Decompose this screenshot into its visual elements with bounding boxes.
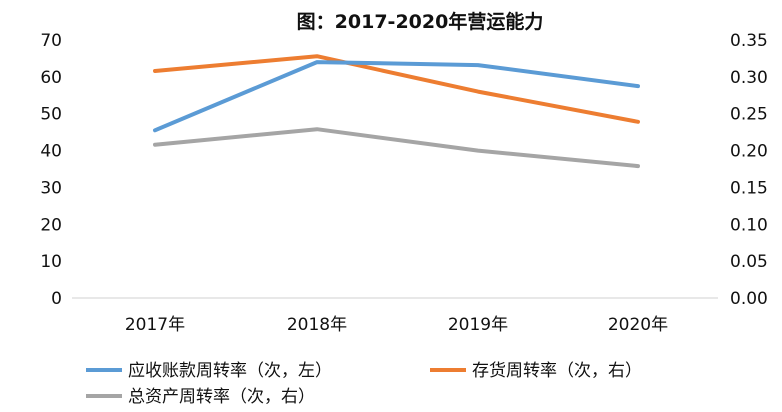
y-axis-left: 0 10 20 30 40 50 60 70 xyxy=(40,31,62,309)
series-line xyxy=(153,60,640,133)
legend-label: 总资产周转率（次，右） xyxy=(128,387,315,407)
y-left-tick-label: 50 xyxy=(40,105,62,125)
x-tick-label: 2019年 xyxy=(448,315,508,335)
y-left-tick-label: 10 xyxy=(40,252,62,272)
y-right-tick-label: 0.15 xyxy=(730,178,768,198)
x-tick-label: 2018年 xyxy=(287,315,347,335)
y-left-tick-label: 0 xyxy=(51,289,62,309)
series-line xyxy=(153,127,640,169)
y-right-tick-label: 0.20 xyxy=(730,142,768,162)
y-right-tick-label: 0.05 xyxy=(730,252,768,272)
x-axis: 2017年 2018年 2019年 2020年 xyxy=(125,315,668,335)
plot-area xyxy=(153,54,640,169)
y-right-tick-label: 0.35 xyxy=(730,31,768,51)
y-right-tick-label: 0.30 xyxy=(730,68,768,88)
legend-label: 存货周转率（次，右） xyxy=(472,361,642,381)
chart-title: 图：2017-2020年营运能力 xyxy=(297,10,544,33)
x-tick-label: 2020年 xyxy=(608,315,668,335)
y-left-tick-label: 20 xyxy=(40,215,62,235)
y-left-tick-label: 40 xyxy=(40,142,62,162)
y-left-tick-label: 70 xyxy=(40,31,62,51)
y-right-tick-label: 0.10 xyxy=(730,215,768,235)
y-right-tick-label: 0.00 xyxy=(730,289,768,309)
legend: 应收账款周转率（次，左） 存货周转率（次，右） 总资产周转率（次，右） xyxy=(86,361,642,407)
x-tick-label: 2017年 xyxy=(125,315,185,335)
series-line xyxy=(153,54,640,124)
y-right-tick-label: 0.25 xyxy=(730,105,768,125)
y-left-tick-label: 30 xyxy=(40,178,62,198)
y-left-tick-label: 60 xyxy=(40,68,62,88)
y-axis-right: 0.00 0.05 0.10 0.15 0.20 0.25 0.30 0.35 xyxy=(730,31,768,309)
legend-label: 应收账款周转率（次，左） xyxy=(128,361,332,381)
